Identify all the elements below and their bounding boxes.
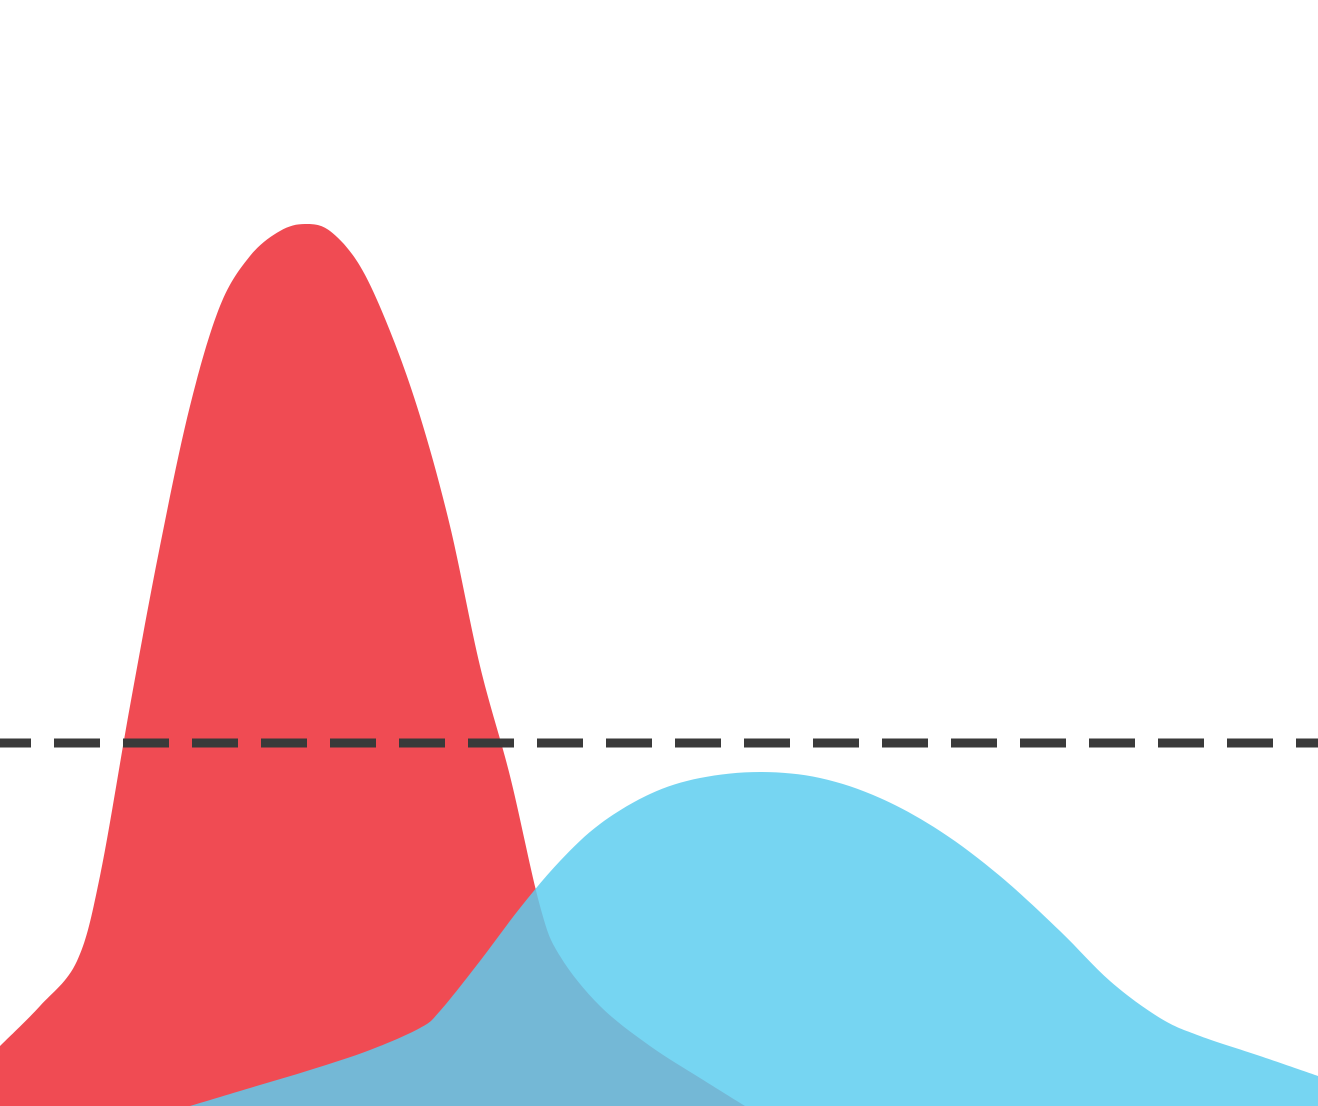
- series-area-2: [190, 772, 1318, 1106]
- series-layer: [0, 224, 1318, 1106]
- series-area-1: [0, 224, 745, 1106]
